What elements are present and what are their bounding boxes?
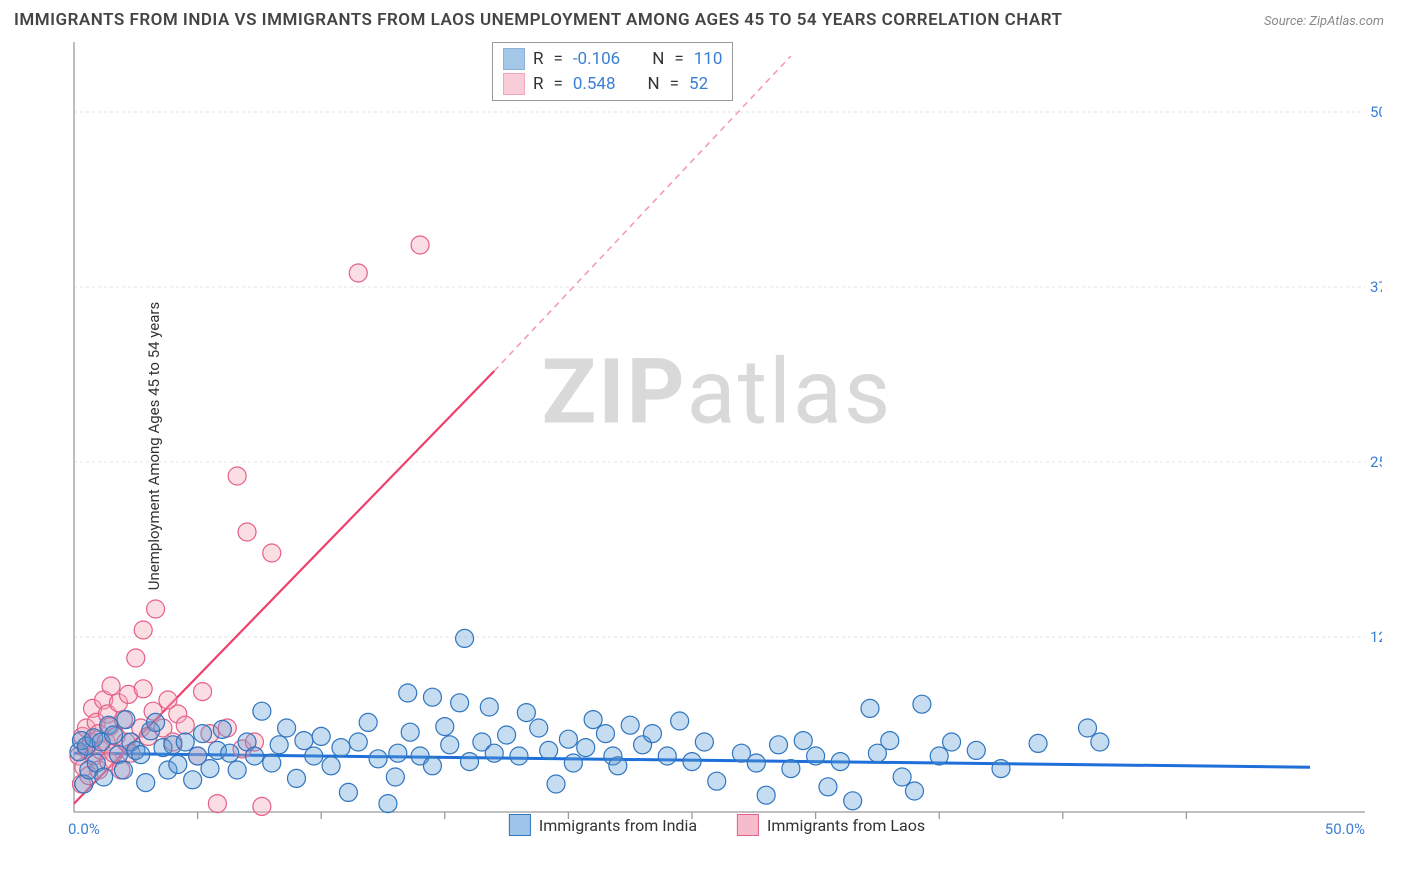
bottom-legend: Immigrants from India Immigrants from Lao… [509, 814, 925, 836]
svg-text:50.0%: 50.0% [1370, 103, 1382, 121]
legend-swatch-icon [503, 48, 525, 70]
stat-n-value: 52 [689, 72, 708, 97]
legend-item: Immigrants from India [509, 814, 697, 836]
legend-item: Immigrants from Laos [737, 814, 925, 836]
stat-r-value: 0.548 [573, 72, 616, 97]
svg-text:50.0%: 50.0% [1325, 820, 1365, 838]
svg-text:12.5%: 12.5% [1370, 628, 1382, 646]
stat-label: R [533, 47, 543, 72]
stat-r-value: -0.106 [573, 47, 620, 72]
svg-text:37.5%: 37.5% [1370, 278, 1382, 296]
chart-title: IMMIGRANTS FROM INDIA VS IMMIGRANTS FROM… [14, 10, 1063, 30]
scatter-plot-svg: 12.5% 25.0% 37.5% 50.0% 0.0% 50.0% [52, 40, 1382, 840]
stat-label: N [652, 47, 664, 72]
stat-label: N [648, 72, 660, 97]
stat-eq: = [551, 47, 564, 72]
legend-label: Immigrants from India [539, 816, 697, 835]
stats-row: R = 0.548 N = 52 [503, 72, 722, 97]
svg-text:25.0%: 25.0% [1370, 453, 1382, 471]
legend-swatch-icon [503, 73, 525, 95]
legend-swatch-icon [509, 814, 531, 836]
stat-label: R [533, 72, 543, 97]
stats-row: R = -0.106 N = 110 [503, 47, 722, 72]
plot-area: ZIPatlas 12.5%25.0%37.5%50.0%0.0%50.0% R… [52, 40, 1382, 840]
legend-swatch-icon [737, 814, 759, 836]
correlation-stats-box: R=-0.106N=110R=0.548N=52 [492, 42, 733, 101]
stat-eq: = [551, 72, 564, 97]
stat-eq: = [668, 72, 681, 97]
chart-source: Source: ZipAtlas.com [1264, 14, 1384, 29]
svg-text:0.0%: 0.0% [68, 820, 100, 838]
stat-n-value: 110 [694, 47, 723, 72]
stat-eq: = [672, 47, 685, 72]
legend-label: Immigrants from Laos [767, 816, 925, 835]
